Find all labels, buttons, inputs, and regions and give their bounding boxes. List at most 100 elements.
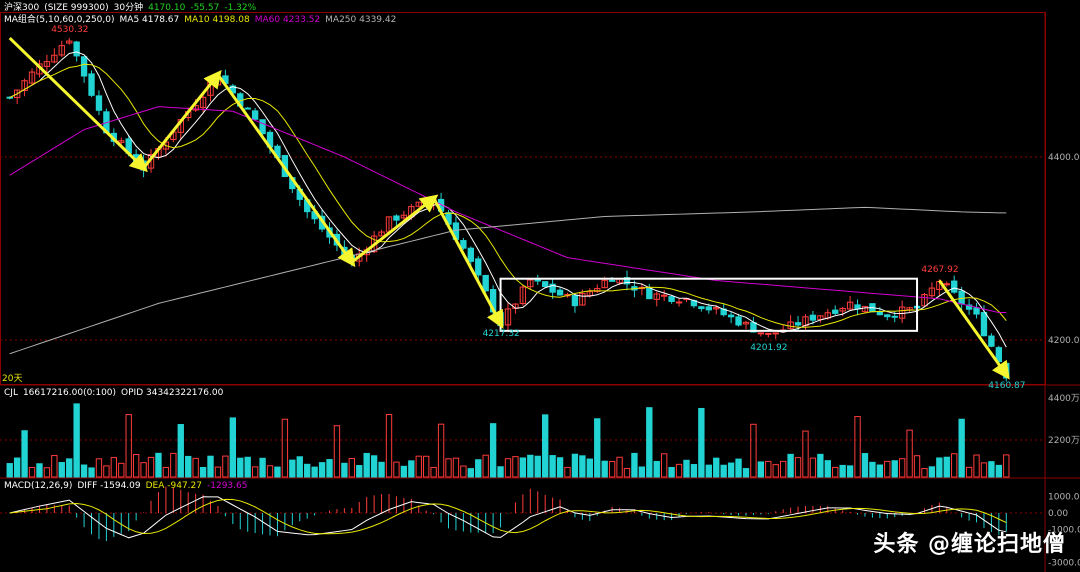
volume-bar [876, 464, 884, 478]
candle-body [951, 280, 958, 293]
candle-body [668, 296, 675, 302]
period-label[interactable]: 30分钟 [113, 3, 144, 13]
ma-legend-label[interactable]: MA组合(5,10,60,0,250,0) [4, 15, 115, 25]
price-change-pct: -1.32% [224, 3, 257, 13]
consolidation-box [499, 277, 919, 332]
volume-bar [809, 457, 817, 478]
volume-pane [6, 403, 1010, 478]
volume-bar [370, 455, 378, 478]
candle-body [884, 314, 891, 318]
candle-body [765, 332, 772, 335]
volume-value: 16617216.00(0:100) [22, 388, 117, 398]
index-code: (SIZE 999300) [44, 3, 109, 13]
candle-body [549, 283, 556, 293]
volume-bar [750, 423, 757, 478]
volume-bar [482, 454, 489, 478]
volume-bar [304, 463, 311, 478]
volume-bar [296, 456, 303, 478]
volume-bar [720, 464, 727, 478]
candle-body [393, 215, 400, 221]
candle-body [504, 308, 512, 326]
volume-tick-label: 4400万 [1048, 394, 1080, 404]
volume-bar [564, 466, 571, 478]
volume-bar [586, 458, 593, 478]
volume-bar [824, 460, 831, 478]
volume-bar [333, 425, 341, 478]
days-label: 20天 [2, 374, 23, 384]
dea-value: DEA -947.27 [145, 481, 202, 491]
candle-body [571, 294, 579, 307]
volume-tick-label: 2200万 [1048, 436, 1080, 446]
macd-legend-label[interactable]: MACD(12,26,9) [4, 481, 73, 491]
volume-bar [527, 454, 534, 478]
volume-bar [155, 452, 162, 478]
volume-bar [653, 460, 660, 478]
candle-body [965, 304, 973, 310]
volume-bar [936, 457, 943, 478]
volume-bar [616, 456, 623, 478]
volume-bar [199, 466, 207, 478]
volume-bar [326, 459, 333, 478]
candle-body [80, 56, 88, 77]
volume-bar [757, 461, 765, 478]
candle-body [475, 258, 482, 276]
candle-body [698, 306, 705, 310]
volume-bar [675, 463, 683, 478]
volume-bar [103, 465, 110, 478]
volume-bar [839, 464, 846, 478]
candle-body [95, 95, 103, 111]
volume-bar [601, 460, 608, 478]
candle-body [839, 308, 846, 312]
volume-bar [423, 455, 430, 478]
volume-bar [727, 462, 735, 478]
top-header: 沪深300 (SIZE 999300) 30分钟 4170.10 -55.57 -1.32… [4, 3, 261, 14]
macd-dea-line [9, 498, 1007, 535]
volume-bar [192, 457, 199, 478]
candle-body [980, 311, 988, 337]
annotation-layer: 4530.32 4217.32 4201.92 4267.92 4160.87 [8, 25, 1026, 391]
volume-bar [735, 458, 742, 478]
price-axis: 4400.00 4200.00 4400万 2200万 1000.00 0.00 -1000… [1048, 153, 1080, 569]
candle-body [28, 71, 36, 84]
candle-body [244, 107, 251, 110]
volume-bar [958, 418, 965, 478]
trend-arrow [142, 69, 222, 169]
volume-bar [147, 456, 155, 478]
candle-body [73, 41, 80, 57]
candle-body [943, 283, 950, 286]
volume-bar [244, 456, 251, 478]
watermark: 头条 @缠论扫地僧 [873, 532, 1066, 557]
volume-bar [356, 465, 363, 478]
volume-bar [378, 461, 385, 478]
candle-body [898, 306, 906, 319]
volume-bar [571, 453, 579, 478]
volume-bar [415, 455, 422, 478]
ma60-line [9, 106, 1007, 314]
volume-bar [772, 464, 779, 478]
volume-bar [222, 455, 229, 478]
volume-bar [794, 457, 802, 478]
volume-bar [28, 466, 36, 478]
volume-bar [95, 458, 103, 478]
price-tick-label: 4400.00 [1048, 153, 1080, 163]
volume-bar [594, 418, 601, 478]
candle-body [817, 315, 824, 320]
volume-bar [274, 466, 281, 478]
volume-bar [549, 455, 556, 478]
volume-bar [21, 430, 28, 478]
candle-body [675, 301, 683, 304]
candle-body [742, 321, 750, 325]
volume-legend-label[interactable]: CJL [4, 388, 18, 398]
index-name[interactable]: 沪深300 [4, 3, 40, 13]
candle-body [787, 321, 794, 329]
volume-bar [251, 466, 259, 478]
volume-bar [988, 461, 995, 478]
price-annotation: 4160.87 [988, 381, 1025, 391]
candle-body [928, 287, 936, 297]
volume-bar [846, 465, 854, 478]
candle-body [586, 291, 593, 296]
macd-tick-label: -1000.00 [1048, 526, 1080, 536]
ma5-line [9, 51, 1007, 348]
volume-bar [437, 423, 445, 478]
